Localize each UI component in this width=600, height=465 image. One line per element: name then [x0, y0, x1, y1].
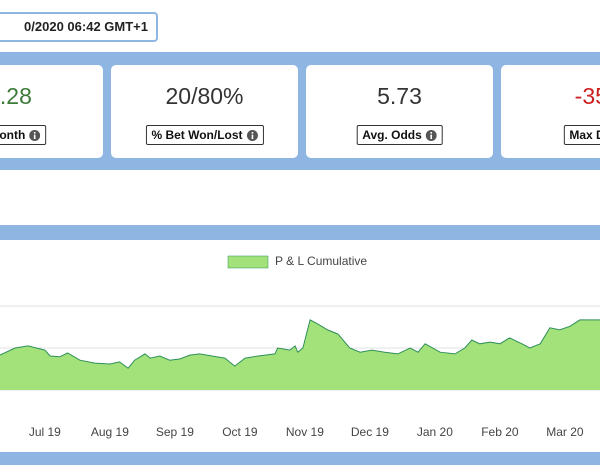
stat-label-text: % Bet Won/Lost: [151, 128, 243, 142]
x-tick-label: Nov 19: [286, 425, 324, 439]
stat-value: 5.73: [377, 83, 422, 109]
stat-label-text: Avg. Odds: [362, 128, 422, 142]
chart-panel: Jul 19 Aug 19 Sep 19 Oct 19 Nov 19 Dec 19 Jan …: [0, 240, 600, 452]
info-icon[interactable]: [246, 129, 258, 141]
x-tick-label: Dec 19: [351, 425, 389, 439]
stat-label-text: L/Month: [0, 128, 26, 142]
bottom-band: [0, 452, 600, 465]
info-icon[interactable]: [29, 129, 41, 141]
stat-value: 20/80%: [165, 83, 244, 109]
area: [0, 319, 600, 390]
legend-swatch: [227, 255, 269, 269]
stat-value: 5.28: [0, 83, 32, 109]
stat-label: Avg. Odds: [356, 125, 443, 145]
info-icon[interactable]: [425, 129, 437, 141]
stat-value: -35.: [574, 83, 600, 109]
x-tick-label: Jan 20: [417, 425, 453, 439]
x-tick-label: Feb 20: [481, 425, 519, 439]
x-tick-label: Jul 19: [29, 425, 61, 439]
x-tick-label: Sep 19: [156, 425, 194, 439]
separator-band: [0, 225, 600, 240]
stat-label: Max D: [563, 125, 600, 145]
area-line: [0, 319, 600, 369]
stat-card: 5.73 Avg. Odds: [306, 65, 493, 158]
legend-label: P & L Cumulative: [275, 254, 367, 268]
chart: Jul 19 Aug 19 Sep 19 Oct 19 Nov 19 Dec 19 Jan …: [0, 254, 600, 439]
datetime-box: 0/2020 06:42 GMT+1: [0, 12, 158, 42]
stat-label: % Bet Won/Lost: [145, 125, 264, 145]
datetime: 0/2020 06:42 GMT+1: [24, 19, 148, 34]
x-tick-label: Mar 20: [546, 425, 584, 439]
x-tick-label: Aug 19: [91, 425, 129, 439]
stat-label: L/Month: [0, 125, 47, 145]
stat-label-text: Max D: [569, 128, 600, 142]
stat-card: -35. Max D: [501, 65, 600, 158]
stat-card: 5.28 L/Month: [0, 65, 103, 158]
x-tick-label: Oct 19: [222, 425, 258, 439]
stat-card: 20/80% % Bet Won/Lost: [111, 65, 298, 158]
